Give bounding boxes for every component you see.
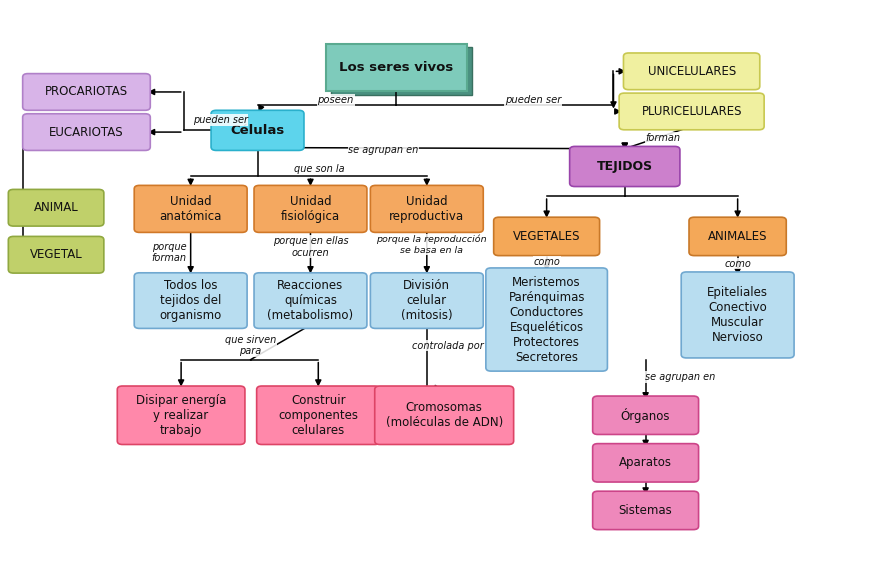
Text: forman: forman	[645, 133, 680, 143]
Text: Los seres vivos: Los seres vivos	[340, 61, 454, 74]
FancyBboxPatch shape	[9, 190, 104, 226]
FancyBboxPatch shape	[486, 268, 607, 371]
FancyBboxPatch shape	[681, 272, 794, 358]
Text: porque la reproducción
se basa en la: porque la reproducción se basa en la	[376, 234, 487, 255]
Text: Todos los
tejidos del
organismo: Todos los tejidos del organismo	[159, 279, 222, 322]
FancyBboxPatch shape	[23, 113, 151, 150]
Text: Unidad
reproductiva: Unidad reproductiva	[389, 195, 464, 223]
Text: EUCARIOTAS: EUCARIOTAS	[49, 126, 124, 139]
Text: Unidad
fisiológica: Unidad fisiológica	[281, 195, 340, 223]
Text: Meristemos
Parénquimas
Conductores
Esqueléticos
Protectores
Secretores: Meristemos Parénquimas Conductores Esque…	[509, 275, 585, 363]
Text: Sistemas: Sistemas	[618, 504, 672, 517]
Text: ANIMALES: ANIMALES	[708, 230, 767, 243]
FancyBboxPatch shape	[134, 185, 247, 232]
FancyBboxPatch shape	[689, 217, 787, 256]
FancyBboxPatch shape	[370, 185, 483, 232]
FancyBboxPatch shape	[254, 273, 367, 328]
FancyBboxPatch shape	[592, 444, 699, 482]
FancyBboxPatch shape	[570, 146, 680, 187]
Text: controlada por: controlada por	[412, 341, 483, 351]
Text: PLURICELULARES: PLURICELULARES	[641, 105, 742, 118]
Text: VEGETAL: VEGETAL	[30, 248, 83, 262]
Text: Aparatos: Aparatos	[619, 456, 672, 469]
Text: como: como	[533, 257, 560, 267]
Text: pueden ser: pueden ser	[504, 95, 561, 105]
FancyBboxPatch shape	[370, 273, 483, 328]
Text: UNICELULARES: UNICELULARES	[647, 65, 736, 78]
FancyBboxPatch shape	[619, 93, 764, 130]
FancyBboxPatch shape	[254, 185, 367, 232]
Text: se agrupan en: se agrupan en	[348, 145, 419, 156]
Text: División
celular
(mitosis): División celular (mitosis)	[401, 279, 453, 322]
Text: Células: Células	[231, 124, 285, 137]
FancyBboxPatch shape	[326, 44, 467, 91]
FancyBboxPatch shape	[592, 396, 699, 434]
FancyBboxPatch shape	[211, 110, 304, 150]
Text: TEJIDOS: TEJIDOS	[597, 160, 653, 173]
Text: VEGETALES: VEGETALES	[513, 230, 580, 243]
FancyBboxPatch shape	[23, 74, 151, 110]
FancyBboxPatch shape	[331, 47, 472, 94]
FancyBboxPatch shape	[375, 386, 514, 445]
Text: porque en ellas
ocurren: porque en ellas ocurren	[273, 236, 348, 257]
FancyBboxPatch shape	[257, 386, 380, 445]
Text: Construir
componentes
celulares: Construir componentes celulares	[279, 394, 358, 437]
FancyBboxPatch shape	[494, 217, 599, 256]
Text: Unidad
anatómica: Unidad anatómica	[159, 195, 222, 223]
FancyBboxPatch shape	[134, 273, 247, 328]
Text: ANIMAL: ANIMAL	[34, 201, 78, 214]
Text: Epiteliales
Conectivo
Muscular
Nervioso: Epiteliales Conectivo Muscular Nervioso	[707, 286, 768, 344]
FancyBboxPatch shape	[592, 491, 699, 529]
Text: Disipar energía
y realizar
trabajo: Disipar energía y realizar trabajo	[136, 394, 226, 437]
Text: se agrupan en: se agrupan en	[645, 372, 715, 382]
Text: poseen: poseen	[317, 95, 354, 105]
Text: pueden ser: pueden ser	[192, 115, 247, 125]
Text: PROCARIOTAS: PROCARIOTAS	[45, 85, 128, 98]
FancyBboxPatch shape	[118, 386, 245, 445]
FancyBboxPatch shape	[624, 53, 760, 90]
Text: Cromosomas
(moléculas de ADN): Cromosomas (moléculas de ADN)	[386, 401, 503, 429]
Text: que son la: que son la	[294, 164, 344, 175]
Text: Reacciones
químicas
(metabolismo): Reacciones químicas (metabolismo)	[267, 279, 354, 322]
Text: porque
forman: porque forman	[152, 242, 186, 263]
FancyBboxPatch shape	[9, 236, 104, 273]
Text: como: como	[724, 259, 751, 269]
Text: que sirven
para: que sirven para	[225, 335, 276, 356]
Text: Órganos: Órganos	[621, 408, 671, 423]
